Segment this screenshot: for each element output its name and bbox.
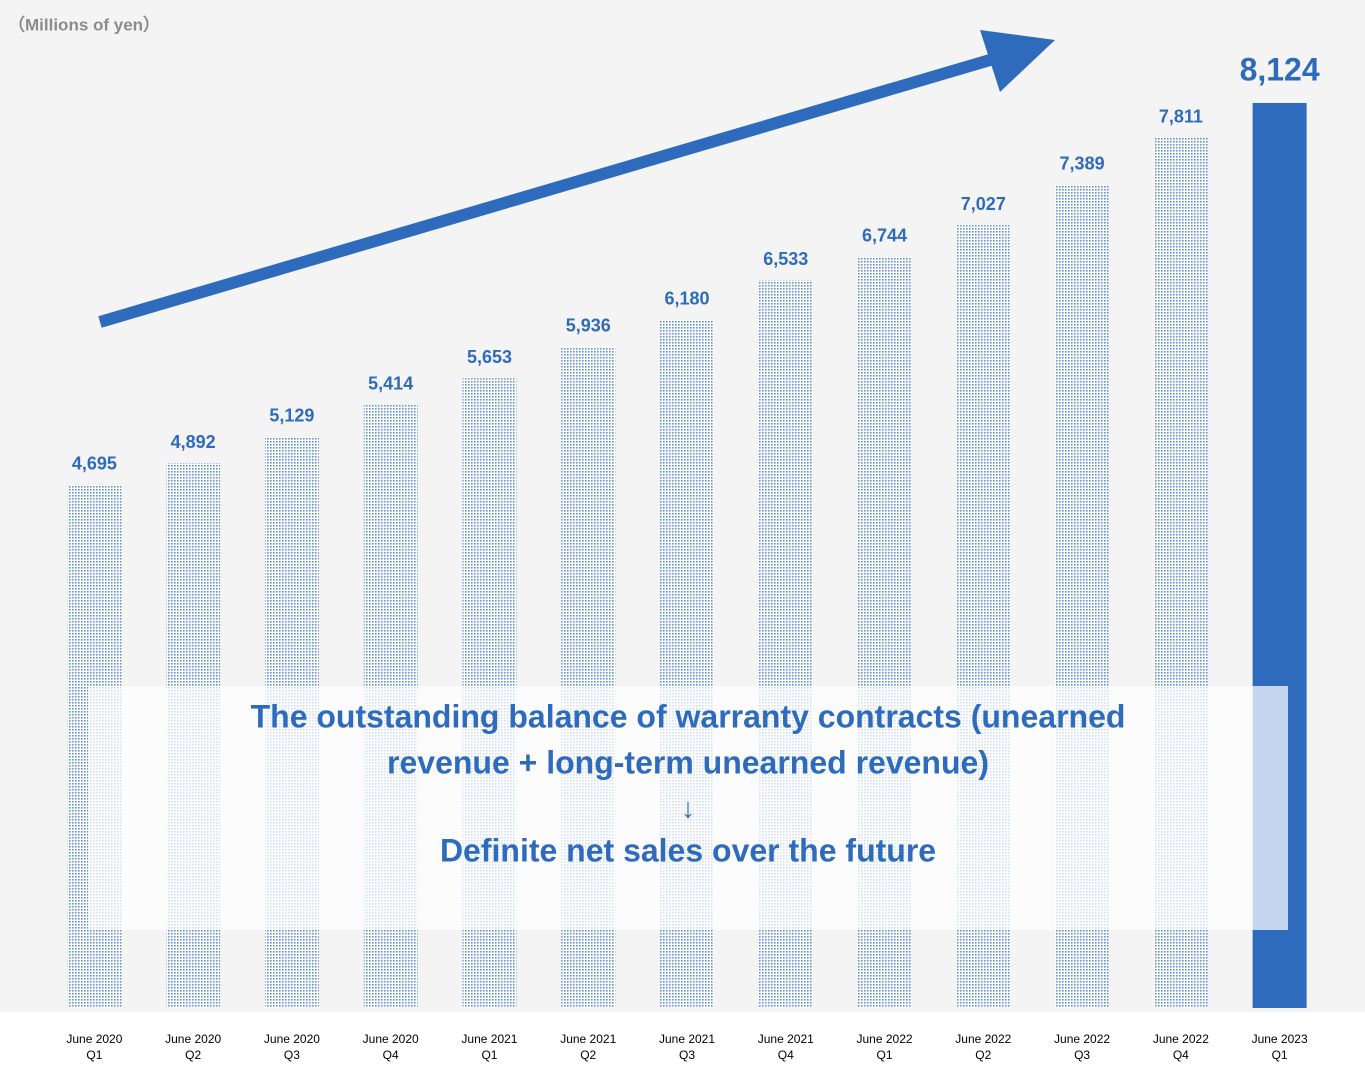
x-tick-label: June 2021: [560, 1032, 616, 1046]
x-tick-label: Q3: [1074, 1048, 1090, 1062]
annotation-box: [88, 686, 1288, 930]
value-label: 5,414: [368, 374, 413, 394]
x-tick-label: June 2021: [461, 1032, 517, 1046]
x-tick-label: Q2: [185, 1048, 201, 1062]
x-tick-label: Q3: [679, 1048, 695, 1062]
annotation-line: ↓: [681, 792, 695, 823]
x-tick-label: June 2022: [857, 1032, 913, 1046]
x-tick-label: June 2022: [1153, 1032, 1209, 1046]
value-label: 4,892: [171, 432, 216, 452]
x-tick-label: Q4: [1173, 1048, 1189, 1062]
value-label: 7,027: [961, 194, 1006, 214]
x-tick-label: Q1: [877, 1048, 893, 1062]
value-label: 7,811: [1159, 107, 1203, 127]
arrow-head: [980, 30, 1055, 92]
value-label: 5,653: [467, 347, 512, 367]
x-tick-label: June 2020: [66, 1032, 122, 1046]
x-tick-label: June 2021: [659, 1032, 715, 1046]
x-tick-label: June 2023: [1252, 1032, 1308, 1046]
x-tick-label: Q2: [975, 1048, 991, 1062]
x-tick-label: June 2020: [363, 1032, 419, 1046]
value-label: 5,129: [269, 405, 314, 425]
unit-label: （Millions of yen）: [8, 14, 160, 34]
x-tick-label: Q3: [284, 1048, 300, 1062]
value-label: 6,533: [763, 249, 808, 269]
value-label: 5,936: [566, 315, 611, 335]
value-label: 8,124: [1240, 51, 1320, 87]
x-tick-label: Q1: [86, 1048, 102, 1062]
x-tick-label: Q1: [481, 1048, 497, 1062]
x-tick-label: June 2020: [165, 1032, 221, 1046]
value-label: 7,389: [1060, 154, 1105, 174]
x-tick-label: Q4: [778, 1048, 794, 1062]
x-tick-label: June 2022: [1054, 1032, 1110, 1046]
arrow-shaft: [98, 54, 992, 328]
x-tick-label: Q2: [580, 1048, 596, 1062]
annotation-line: Definite net sales over the future: [440, 832, 936, 868]
x-tick-label: June 2022: [955, 1032, 1011, 1046]
x-tick-label: Q1: [1272, 1048, 1288, 1062]
x-tick-label: June 2021: [758, 1032, 814, 1046]
value-label: 6,180: [664, 288, 709, 308]
annotation-line: The outstanding balance of warranty cont…: [251, 698, 1126, 734]
annotation-line: revenue + long-term unearned revenue): [387, 744, 989, 780]
annotation: The outstanding balance of warranty cont…: [251, 698, 1126, 868]
value-label: 4,695: [72, 454, 117, 474]
x-tick-label: Q4: [383, 1048, 399, 1062]
trend-arrow: [98, 30, 1055, 328]
value-label: 6,744: [862, 225, 907, 245]
x-tick-label: June 2020: [264, 1032, 320, 1046]
